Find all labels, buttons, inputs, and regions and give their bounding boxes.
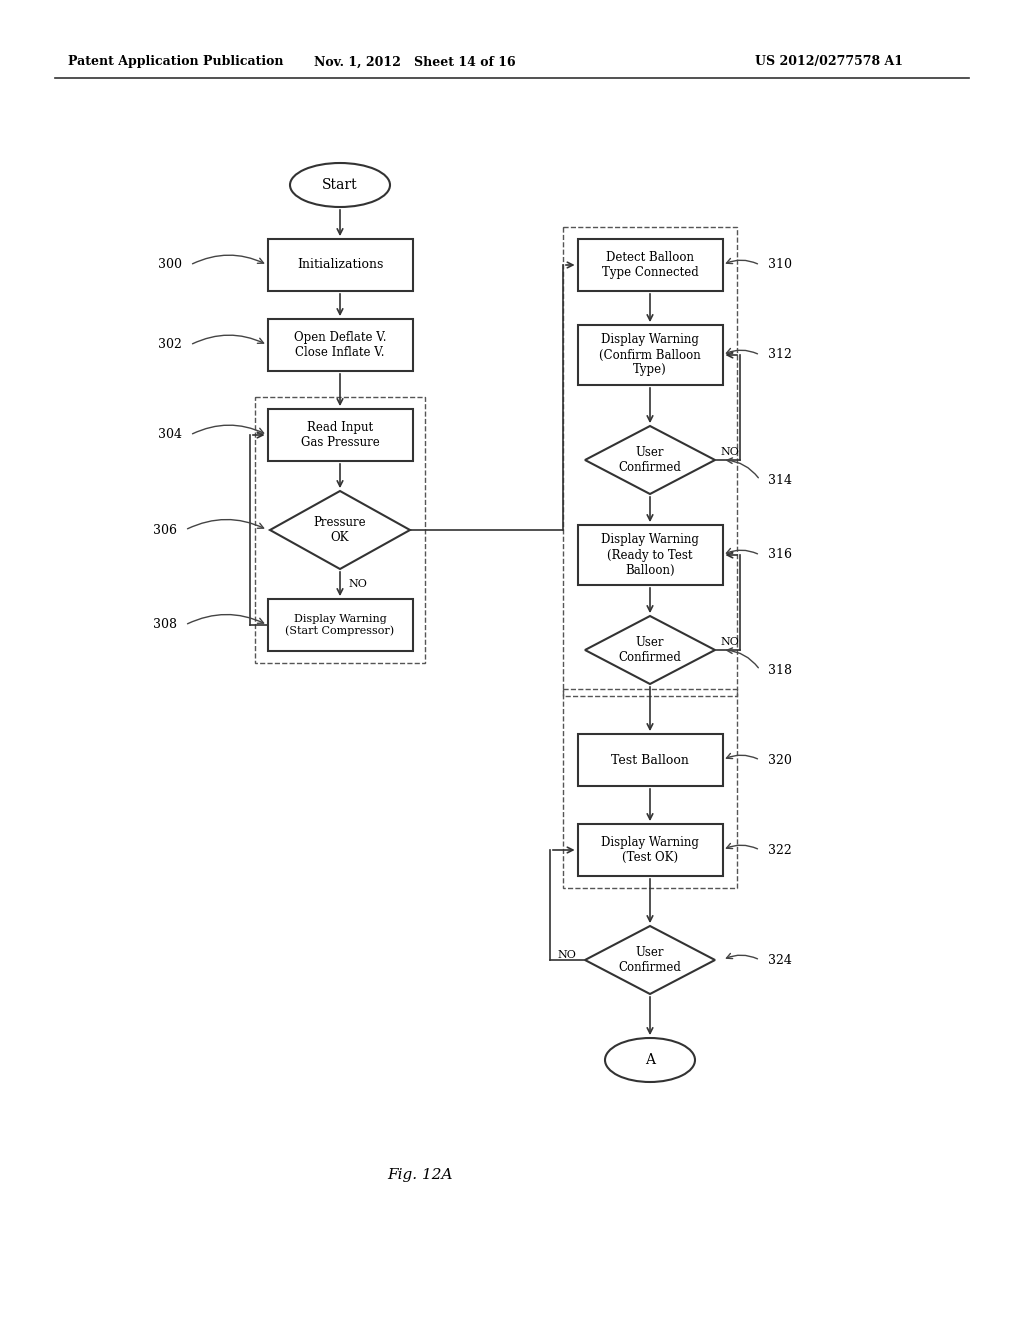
Text: Test Balloon: Test Balloon [611,754,689,767]
Text: NO: NO [348,579,367,589]
Polygon shape [585,927,715,994]
Bar [267,319,413,371]
Bar [578,525,723,585]
Text: NO: NO [720,638,739,647]
Text: 302: 302 [158,338,182,351]
Text: NO: NO [720,447,739,457]
Text: Read Input
Gas Pressure: Read Input Gas Pressure [301,421,379,449]
Bar [578,239,723,290]
Polygon shape [585,616,715,684]
Polygon shape [270,491,410,569]
Text: Nov. 1, 2012   Sheet 14 of 16: Nov. 1, 2012 Sheet 14 of 16 [314,55,516,69]
Text: Fig. 12A: Fig. 12A [387,1168,453,1181]
Text: Display Warning
(Ready to Test
Balloon): Display Warning (Ready to Test Balloon) [601,533,699,577]
Text: 320: 320 [768,754,792,767]
Bar [563,689,737,888]
Text: 324: 324 [768,953,792,966]
Text: 306: 306 [153,524,177,536]
Bar [255,397,425,663]
Polygon shape [585,426,715,494]
Text: Detect Balloon
Type Connected: Detect Balloon Type Connected [602,251,698,279]
Text: Initializations: Initializations [297,259,383,272]
Text: 314: 314 [768,474,792,487]
Text: Pressure
OK: Pressure OK [313,516,367,544]
Text: 304: 304 [158,429,182,441]
Text: 318: 318 [768,664,792,676]
Text: 310: 310 [768,259,792,272]
Text: Open Deflate V.
Close Inflate V.: Open Deflate V. Close Inflate V. [294,331,386,359]
Text: 322: 322 [768,843,792,857]
Text: Display Warning
(Start Compressor): Display Warning (Start Compressor) [286,614,394,636]
Bar [563,227,737,696]
Text: 300: 300 [158,259,182,272]
Text: Start: Start [323,178,357,191]
Bar [578,734,723,785]
Text: 312: 312 [768,348,792,362]
Bar [267,239,413,290]
Text: 316: 316 [768,549,792,561]
Text: User
Confirmed: User Confirmed [618,446,681,474]
Text: 308: 308 [153,619,177,631]
Text: Display Warning
(Confirm Balloon
Type): Display Warning (Confirm Balloon Type) [599,334,700,376]
Text: Display Warning
(Test OK): Display Warning (Test OK) [601,836,699,865]
Ellipse shape [290,162,390,207]
Ellipse shape [605,1038,695,1082]
Bar [267,599,413,651]
Text: NO: NO [557,950,575,960]
Text: User
Confirmed: User Confirmed [618,636,681,664]
Bar [578,325,723,385]
Bar [267,409,413,461]
Text: US 2012/0277578 A1: US 2012/0277578 A1 [755,55,903,69]
Text: User
Confirmed: User Confirmed [618,946,681,974]
Text: Patent Application Publication: Patent Application Publication [68,55,284,69]
Bar [578,824,723,876]
Text: A: A [645,1053,655,1067]
